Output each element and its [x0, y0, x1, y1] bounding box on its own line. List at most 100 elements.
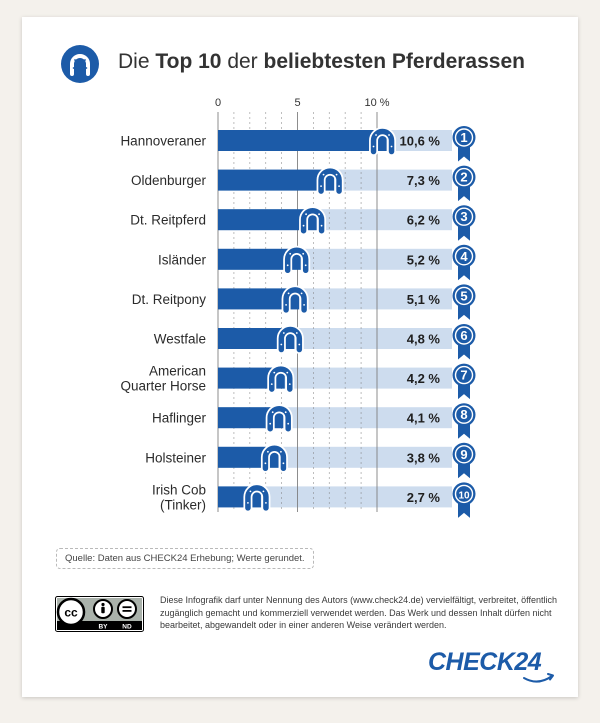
rank-number: 4 [460, 249, 468, 264]
title-middle: der [221, 50, 264, 73]
horseshoe-nail [295, 332, 298, 334]
category-label-line: American [149, 364, 206, 379]
horseshoe-marker-icon [299, 206, 327, 236]
horseshoe-nail [318, 213, 320, 216]
bar [218, 209, 317, 231]
check24-logo: CHECK24 [428, 648, 568, 688]
category-label: Oldenburger [131, 173, 207, 188]
horseshoe-nail [280, 450, 282, 453]
rank-number: 3 [460, 209, 467, 224]
horseshoe-nail [305, 213, 307, 216]
category-label: Isländer [158, 252, 207, 267]
horseshoe-nail [286, 371, 289, 374]
category-label: Dt. Reitpony [132, 292, 207, 307]
horseshoe-nail [282, 332, 285, 334]
rank-number: 9 [460, 447, 467, 462]
title-bold-top10: Top 10 [155, 50, 222, 73]
horseshoe-nail [300, 292, 303, 295]
horseshoe-nail [286, 264, 289, 267]
horseshoe-marker-icon [276, 325, 304, 354]
rank-ribbon-icon: 9 [452, 442, 476, 479]
cc-by-label: BY [98, 624, 108, 631]
rank-ribbon-icon: 3 [452, 205, 476, 241]
category-label: Westfale [154, 332, 206, 347]
category-label-line: Hannoveraner [120, 134, 206, 149]
value-label: 10,6 % [400, 134, 441, 149]
horseshoe-nail [335, 173, 338, 176]
rank-ribbon-icon: 7 [452, 363, 476, 400]
horseshoe-nail [270, 383, 273, 385]
horseshoe-nail [288, 383, 291, 385]
rank-number: 10 [458, 490, 470, 501]
horseshoe-nail [375, 134, 377, 136]
horseshoe-nail [273, 371, 276, 374]
horseshoe-marker-icon [265, 404, 293, 434]
horseshoe-shape [269, 366, 293, 392]
category-label: Irish Cob (Tinker) [152, 482, 206, 512]
x-tick-label: 5 [294, 97, 300, 109]
horseshoe-marker-icon [281, 285, 309, 315]
horseshoe-nail [284, 411, 287, 414]
horseshoe-marker-icon [243, 483, 271, 513]
category-label-line: Dt. Reitpferd [130, 213, 206, 228]
horseshoe-shape [284, 247, 309, 274]
category-label: Dt. Reitpferd [130, 213, 206, 228]
value-label: 4,8 % [407, 332, 441, 347]
ribbon-ring [454, 207, 474, 226]
horseshoe-nail [282, 462, 285, 465]
value-label: 5,1 % [407, 292, 441, 307]
category-label-line: Oldenburger [131, 173, 207, 188]
bar [218, 248, 301, 270]
cc-logo-text: cc [64, 606, 78, 620]
horseshoe-nail [271, 411, 274, 414]
category-label-line: Isländer [158, 252, 207, 267]
ribbon-ring [454, 365, 474, 385]
value-label: 3,8 % [407, 450, 441, 465]
category-label: American Quarter Horse [120, 364, 206, 394]
horseshoe-nail [302, 224, 305, 227]
cc-license-badge: cc BY ND [55, 596, 144, 632]
license-text: Diese Infografik darf unter Nennung des … [160, 595, 558, 630]
horseshoe-shape [283, 287, 307, 313]
horseshoe-nail [388, 134, 390, 136]
bar [218, 169, 335, 191]
rank-number: 6 [460, 328, 467, 343]
horseshoe-nail [269, 422, 272, 425]
horseshoe-nail [289, 252, 292, 255]
rank-number: 7 [460, 368, 467, 383]
value-label: 4,1 % [407, 411, 441, 426]
horseshoe-shape [245, 485, 269, 511]
horseshoe-nail [280, 343, 283, 346]
horseshoe-shape [318, 168, 342, 194]
x-tick-label: 10 % [364, 97, 389, 109]
horseshoe-nail [247, 502, 249, 504]
bar [218, 328, 295, 349]
rank-ribbon-icon: 6 [452, 324, 476, 360]
ribbon-ring [454, 445, 474, 464]
rank-number: 2 [460, 170, 467, 185]
horseshoe-marker-icon [260, 443, 288, 473]
ribbon-ring [454, 128, 474, 147]
source-note: Quelle: Daten aus CHECK24 Erhebung; Wert… [56, 548, 314, 569]
horseshoe-nail [262, 490, 265, 493]
ribbon-ring [454, 326, 474, 345]
ribbon-ring [454, 286, 474, 306]
horseshoe-nail [372, 145, 375, 148]
rank-ribbon-icon: 1 [452, 126, 476, 162]
horseshoe-shape [370, 128, 395, 155]
category-label: Holsteiner [145, 450, 206, 465]
check24-logo-text: CHECK24 [428, 648, 542, 676]
category-label-line: Quarter Horse [120, 379, 206, 394]
title-prefix: Die [118, 50, 156, 73]
horseshoe-nail [298, 343, 301, 346]
horseshoe-nail [320, 224, 323, 227]
logo-swoosh-icon [523, 673, 554, 683]
rank-ribbon-icon: 8 [452, 403, 476, 439]
horseshoe-marker-icon [369, 127, 397, 156]
horseshoe-nail [267, 450, 269, 453]
value-label: 2,7 % [407, 490, 441, 505]
horseshoe-marker-icon [267, 364, 295, 394]
ribbon-ring [454, 405, 474, 424]
bar-chart: 0 5 10 % 10,6 % Hannoveraner 1 7,3 % Oldenburge… [120, 97, 476, 518]
horseshoe-shape [300, 207, 325, 234]
